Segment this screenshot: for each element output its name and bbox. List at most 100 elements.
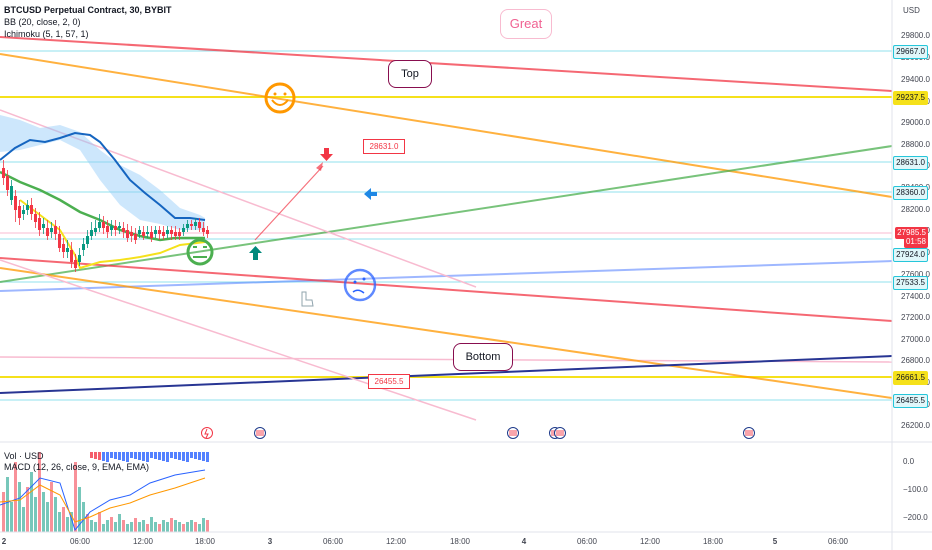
candle-body bbox=[42, 224, 45, 228]
candle-body bbox=[138, 230, 141, 234]
pointer-hand-icon[interactable] bbox=[301, 291, 314, 307]
price-tick: 27200.0 bbox=[901, 313, 930, 322]
legend-bb[interactable]: BB (20, close, 2, 0) bbox=[4, 17, 81, 27]
volume-bar bbox=[130, 522, 133, 532]
pink-trendline-1 bbox=[0, 109, 477, 288]
volume-bar bbox=[98, 512, 101, 532]
candle-body bbox=[122, 228, 125, 232]
candle-body bbox=[18, 206, 21, 218]
volume-bar bbox=[18, 482, 21, 532]
macd-hist-bar bbox=[118, 452, 121, 460]
macd-hist-bar bbox=[106, 452, 109, 462]
candle-body bbox=[86, 236, 89, 244]
time-tick: 18:00 bbox=[194, 537, 216, 546]
time-tick: 18:00 bbox=[449, 537, 471, 546]
price-tick: 29800.0 bbox=[901, 31, 930, 40]
volume-bar bbox=[122, 520, 125, 532]
navy-trendline bbox=[0, 355, 893, 394]
legend-ichimoku[interactable]: Ichimoku (5, 1, 57, 1) bbox=[4, 29, 89, 39]
oscillator-tick: −200.0 bbox=[903, 513, 928, 522]
volume-bar bbox=[138, 522, 141, 532]
macd-hist-bar bbox=[182, 452, 185, 461]
macd-hist-bar bbox=[154, 452, 157, 459]
volume-bar bbox=[126, 524, 129, 532]
candle-body bbox=[2, 168, 5, 178]
macd-hist-bar bbox=[94, 452, 97, 459]
volume-bar bbox=[34, 497, 37, 532]
candle-body bbox=[54, 226, 57, 234]
time-tick: 06:00 bbox=[69, 537, 91, 546]
candle-body bbox=[74, 260, 77, 268]
macd-hist-bar bbox=[162, 452, 165, 461]
currency-label: USD bbox=[903, 6, 920, 15]
price-tick: 29000.0 bbox=[901, 118, 930, 127]
candle-body bbox=[26, 205, 29, 210]
legend-volume[interactable]: Vol · USD bbox=[4, 451, 44, 461]
price-label-level: 28631.0 bbox=[893, 156, 928, 170]
trend-lines[interactable] bbox=[0, 36, 893, 421]
time-tick: 06:00 bbox=[827, 537, 849, 546]
price-label-countdown: 01:58 bbox=[903, 236, 928, 248]
candle-body bbox=[182, 228, 185, 232]
volume-bar bbox=[86, 514, 89, 532]
callout-bottom[interactable]: Bottom bbox=[453, 343, 513, 371]
macd-signal-line bbox=[0, 477, 206, 523]
volume-bar bbox=[186, 522, 189, 532]
candle-body bbox=[34, 214, 37, 222]
legend-macd[interactable]: MACD (12, 26, close, 9, EMA, EMA) bbox=[4, 462, 150, 472]
volume-bar bbox=[14, 462, 17, 532]
price-tick: 28800.0 bbox=[901, 140, 930, 149]
candle-body bbox=[126, 230, 129, 238]
smile-icon[interactable] bbox=[264, 82, 296, 114]
candle-body bbox=[30, 205, 33, 214]
callout-top[interactable]: Top bbox=[388, 60, 432, 88]
lightning-icon[interactable] bbox=[201, 427, 213, 439]
time-tick: 4 bbox=[521, 537, 527, 546]
arrow-down-icon[interactable] bbox=[320, 148, 333, 161]
candle-body bbox=[174, 232, 177, 236]
neutral-face-icon[interactable] bbox=[186, 238, 214, 266]
macd-hist-bar bbox=[110, 452, 113, 458]
volume-bar bbox=[78, 487, 81, 532]
candle-body bbox=[82, 244, 85, 250]
macd-hist-bar bbox=[202, 452, 205, 461]
macd-hist-bar bbox=[142, 452, 145, 461]
candle-body bbox=[102, 222, 105, 228]
volume-bar bbox=[182, 524, 185, 532]
candle-body bbox=[90, 230, 93, 236]
confused-face-icon[interactable] bbox=[343, 268, 377, 302]
time-axis[interactable]: 2 06:00 12:00 18:00 3 06:00 12:00 18:00 4 06:00 12… bbox=[0, 532, 892, 550]
macd-hist-bar bbox=[170, 452, 173, 458]
oscillator-tick: 0.0 bbox=[903, 457, 915, 466]
macd-hist-bar bbox=[150, 452, 153, 458]
callout-low-price[interactable]: 26455.5 bbox=[368, 374, 410, 389]
volume-bar bbox=[74, 462, 77, 532]
arrow-up-icon[interactable] bbox=[249, 246, 262, 260]
red-trendline-mid bbox=[0, 257, 893, 322]
callout-great[interactable]: Great bbox=[500, 9, 552, 39]
candle-body bbox=[150, 232, 153, 238]
event-flags[interactable] bbox=[201, 427, 755, 439]
projection-arrowhead bbox=[316, 162, 323, 171]
callout-target-price[interactable]: 28631.0 bbox=[363, 139, 405, 154]
arrow-left-icon[interactable] bbox=[364, 188, 377, 200]
candle-body bbox=[170, 230, 173, 234]
volume-bar bbox=[62, 507, 65, 532]
candle-body bbox=[38, 218, 41, 230]
candle-body bbox=[130, 232, 133, 236]
legend-symbol[interactable]: BTCUSD Perpetual Contract, 30, BYBIT bbox=[4, 5, 172, 15]
macd-hist-bar bbox=[178, 452, 181, 460]
volume-bar bbox=[46, 502, 49, 532]
volume-bar bbox=[110, 517, 113, 532]
price-label-level: 26455.5 bbox=[893, 394, 928, 408]
candle-body bbox=[110, 226, 113, 230]
volume-bar bbox=[22, 507, 25, 532]
macd-hist-bar bbox=[122, 452, 125, 461]
volume-bar bbox=[50, 482, 53, 532]
price-axis[interactable]: USD 29800.029600.029400.029200.029000.02… bbox=[893, 0, 932, 532]
candle-body bbox=[78, 255, 81, 262]
candle-body bbox=[114, 226, 117, 230]
price-label-level: 29237.5 bbox=[893, 91, 928, 105]
volume-bar bbox=[66, 517, 69, 532]
